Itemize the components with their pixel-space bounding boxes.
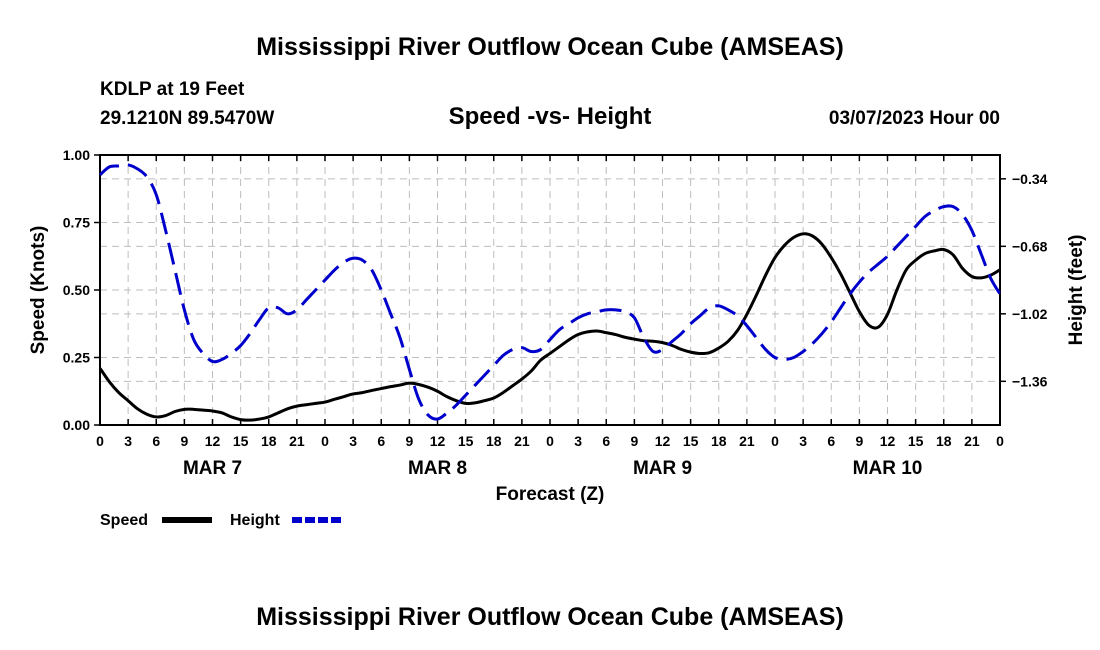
y-axis-label: Speed (Knots) [28, 226, 49, 355]
x-tick-label: 18 [936, 433, 952, 449]
chart-subtitle: Speed -vs- Height [449, 103, 652, 130]
x-tick-label: 0 [996, 433, 1004, 449]
x-tick-label: 0 [771, 433, 779, 449]
x-tick-label: 18 [261, 433, 277, 449]
y-tick-label: 0.25 [63, 350, 90, 366]
x-tick-label: 21 [514, 433, 530, 449]
x-tick-label: 18 [486, 433, 502, 449]
legend: Speed Height [100, 512, 342, 529]
x-day-label: MAR 9 [633, 458, 692, 479]
x-tick-label: 6 [602, 433, 610, 449]
y2-tick-label: −1.36 [1012, 373, 1048, 389]
x-tick-label: 12 [430, 433, 446, 449]
legend-speed-label: Speed [100, 512, 148, 529]
x-tick-label: 3 [349, 433, 357, 449]
x-tick-label: 0 [321, 433, 329, 449]
x-tick-label: 9 [180, 433, 188, 449]
y2-tick-label: −1.02 [1012, 306, 1048, 322]
x-tick-label: 6 [377, 433, 385, 449]
x-tick-label: 3 [799, 433, 807, 449]
y-tick-label: 0.50 [63, 282, 90, 298]
x-tick-label: 6 [152, 433, 160, 449]
x-tick-label: 3 [574, 433, 582, 449]
x-tick-label: 3 [124, 433, 132, 449]
axis-ticks: 0 3 6 9 12 15 18 21 0 3 6 9 12 15 18 21 0 3 6 9 12 15 18 21 0 3 6 9… [63, 147, 1048, 479]
y-tick-label: 0.00 [63, 417, 90, 433]
x-tick-label: 9 [405, 433, 413, 449]
x-day-label: MAR 10 [853, 458, 923, 479]
x-day-label: MAR 7 [183, 458, 242, 479]
legend-height-label: Height [230, 512, 280, 529]
x-axis-label: Forecast (Z) [496, 484, 605, 505]
x-day-label: MAR 8 [408, 458, 467, 479]
y2-tick-label: −0.68 [1012, 238, 1048, 254]
x-tick-label: 15 [683, 433, 699, 449]
x-tick-label: 21 [739, 433, 755, 449]
chart-title-top: Mississippi River Outflow Ocean Cube (AM… [256, 33, 844, 61]
x-tick-label: 15 [458, 433, 474, 449]
x-tick-label: 9 [630, 433, 638, 449]
height-series-line [98, 163, 1002, 421]
plot-grid [100, 155, 1000, 425]
y2-tick-label: −0.34 [1012, 171, 1048, 187]
timestamp-label: 03/07/2023 Hour 00 [829, 108, 1000, 129]
x-tick-label: 21 [289, 433, 305, 449]
chart-title-bottom: Mississippi River Outflow Ocean Cube (AM… [256, 603, 844, 631]
x-tick-label: 12 [205, 433, 221, 449]
series-lines [98, 163, 1002, 422]
x-tick-label: 15 [908, 433, 924, 449]
y2-axis-label: Height (feet) [1066, 235, 1087, 346]
station-label: KDLP at 19 Feet [100, 79, 245, 100]
x-tick-label: 15 [233, 433, 249, 449]
x-tick-label: 0 [546, 433, 554, 449]
coordinates-label: 29.1210N 89.5470W [100, 108, 274, 129]
x-tick-label: 18 [711, 433, 727, 449]
y-tick-label: 0.75 [63, 215, 90, 231]
x-tick-label: 0 [96, 433, 104, 449]
x-tick-label: 6 [827, 433, 835, 449]
y-tick-label: 1.00 [63, 147, 90, 163]
x-tick-label: 21 [964, 433, 980, 449]
x-tick-label: 12 [655, 433, 671, 449]
x-tick-label: 12 [880, 433, 896, 449]
x-tick-label: 9 [855, 433, 863, 449]
